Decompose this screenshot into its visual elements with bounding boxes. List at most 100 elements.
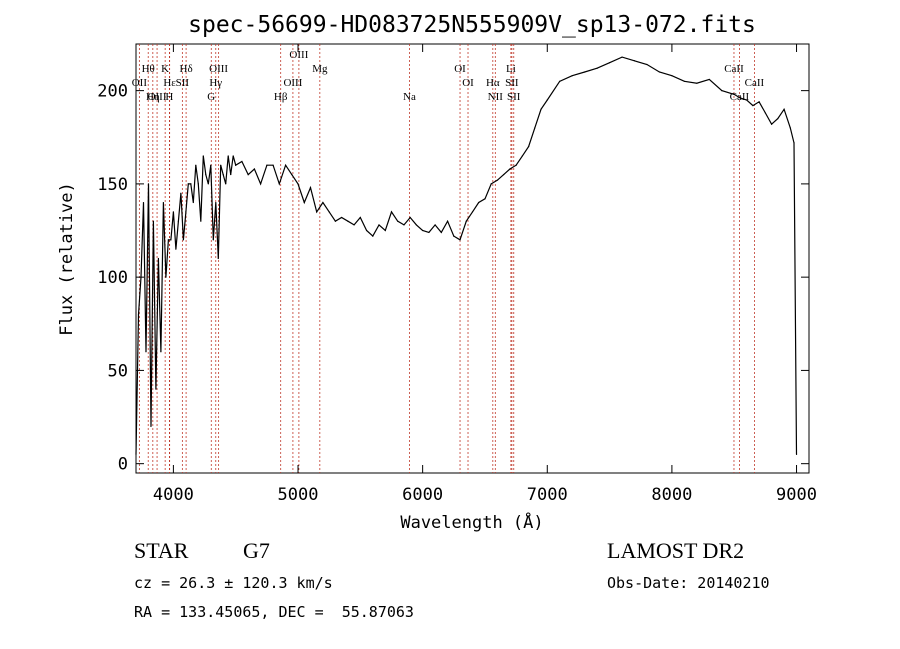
spectrum-point-69 xyxy=(415,224,418,226)
chart-title: spec-56699-HD083725N555909V_sp13-072.fit… xyxy=(188,12,756,38)
spectrum-point-29 xyxy=(207,183,209,185)
spectrum-point-4 xyxy=(145,351,147,353)
spectrum-series xyxy=(135,56,798,455)
spectrum-point-1 xyxy=(137,313,140,316)
spectrum-point-100 xyxy=(671,75,673,77)
y-tick-label-1: 50 xyxy=(108,361,128,381)
y-tick-label-3: 150 xyxy=(97,175,128,195)
spectrum-point-0 xyxy=(135,453,137,455)
line-label-23: SII xyxy=(507,91,521,103)
spectrum-point-24 xyxy=(195,164,197,166)
spectrum-point-109 xyxy=(758,101,760,103)
spectrum-point-35 xyxy=(222,173,224,176)
spectrum-point-14 xyxy=(170,239,172,241)
spectrum-point-3 xyxy=(142,201,145,204)
spectrum-line xyxy=(135,56,798,455)
line-label-3: Hε xyxy=(163,77,176,89)
spectrum-point-54 xyxy=(322,201,324,204)
x-tick-label-1: 5000 xyxy=(278,485,319,505)
spectrum-point-61 xyxy=(365,229,368,232)
spectrum-point-38 xyxy=(230,173,232,176)
line-label-17: OI xyxy=(454,63,466,75)
spectrum-point-81 xyxy=(490,183,492,185)
spectrum-point-75 xyxy=(453,235,455,237)
spectrum-point-64 xyxy=(384,229,386,232)
spectrum-point-94 xyxy=(596,67,598,69)
spectrum-point-11 xyxy=(162,201,165,204)
spectrum-point-15 xyxy=(172,211,174,213)
spectrum-point-103 xyxy=(708,78,710,81)
spectrum-point-79 xyxy=(478,201,480,204)
emission-line-markers xyxy=(138,44,755,473)
spectrum-point-89 xyxy=(540,108,542,110)
plot-frame xyxy=(135,43,810,474)
spectrum-point-46 xyxy=(272,164,274,166)
spectrum-point-36 xyxy=(225,183,227,185)
spectrum-point-116 xyxy=(795,453,798,455)
spectral-subclass-label: G7 xyxy=(243,538,270,563)
line-label-8: Hδ xyxy=(180,63,193,75)
y-axis-ticks: 0 50 100 150 200 xyxy=(97,82,809,475)
spectrum-point-86 xyxy=(521,155,523,157)
spectrum-point-111 xyxy=(771,123,773,125)
spectrum-point-17 xyxy=(177,220,179,222)
spectrum-point-78 xyxy=(471,211,474,213)
spectrum-point-63 xyxy=(378,224,380,226)
line-label-0: Hθ xyxy=(142,63,155,75)
spectrum-point-26 xyxy=(200,220,202,222)
spectrum-point-30 xyxy=(210,164,212,166)
spectrum-point-102 xyxy=(696,82,698,84)
spectrum-point-19 xyxy=(182,239,184,241)
spectrum-point-45 xyxy=(266,164,268,166)
spectrum-point-50 xyxy=(297,183,299,185)
x-axis-ticks: 4000 5000 6000 7000 8000 9000 xyxy=(153,44,817,505)
spectrum-point-31 xyxy=(212,239,214,241)
spectrum-point-49 xyxy=(291,173,293,176)
spectrum-point-92 xyxy=(571,75,573,77)
spectrum-point-72 xyxy=(434,224,436,226)
line-label-18: OI xyxy=(462,77,474,89)
line-label-4: Hη xyxy=(146,91,160,103)
spectrum-point-106 xyxy=(739,97,742,99)
spectrum-point-112 xyxy=(777,118,779,120)
spectrum-point-41 xyxy=(241,160,243,163)
line-label-9: OIII xyxy=(209,63,228,75)
spectrum-point-6 xyxy=(150,425,152,427)
spectrum-point-101 xyxy=(683,80,685,82)
x-tick-label-3: 7000 xyxy=(527,485,568,505)
line-label-2: OIII xyxy=(148,91,167,103)
line-label-14: OIII xyxy=(289,49,308,61)
spectrum-point-80 xyxy=(484,198,486,200)
line-label-6: H xyxy=(165,91,173,103)
spectrum-point-8 xyxy=(155,388,157,390)
x-axis-label: Wavelength (Å) xyxy=(400,511,543,533)
line-label-15: Mg xyxy=(312,63,328,75)
coordinates-text: RA = 133.45065, DEC = 55.87063 xyxy=(134,603,414,621)
spectrum-point-82 xyxy=(496,179,499,181)
spectrum-point-87 xyxy=(527,145,530,148)
line-label-13: OIII xyxy=(283,77,302,89)
line-label-26: CaII xyxy=(745,77,765,89)
spectrum-point-44 xyxy=(260,183,262,185)
spectrum-point-91 xyxy=(559,80,561,82)
spectrum-point-55 xyxy=(328,211,330,213)
x-tick-label-5: 9000 xyxy=(776,485,817,505)
line-label-11: G xyxy=(207,91,215,103)
x-tick-label-4: 8000 xyxy=(651,485,692,505)
spectrum-point-59 xyxy=(353,224,355,226)
spectrum-point-27 xyxy=(202,155,204,157)
spectrum-point-58 xyxy=(347,220,349,222)
line-label-19: Hα xyxy=(486,77,500,89)
spectrum-point-32 xyxy=(215,201,217,204)
spectrum-point-40 xyxy=(235,164,237,166)
spectrum-point-65 xyxy=(390,211,393,213)
redshift-text: cz = 26.3 ± 120.3 km/s xyxy=(134,574,333,592)
object-class-label: STAR xyxy=(134,538,189,563)
spectrum-point-42 xyxy=(247,173,249,176)
x-tick-label-2: 6000 xyxy=(402,485,443,505)
spectrum-point-110 xyxy=(764,112,766,114)
spectrum-point-37 xyxy=(227,155,229,157)
line-label-24: CaII xyxy=(724,63,744,75)
line-label-20: NII xyxy=(488,91,504,103)
